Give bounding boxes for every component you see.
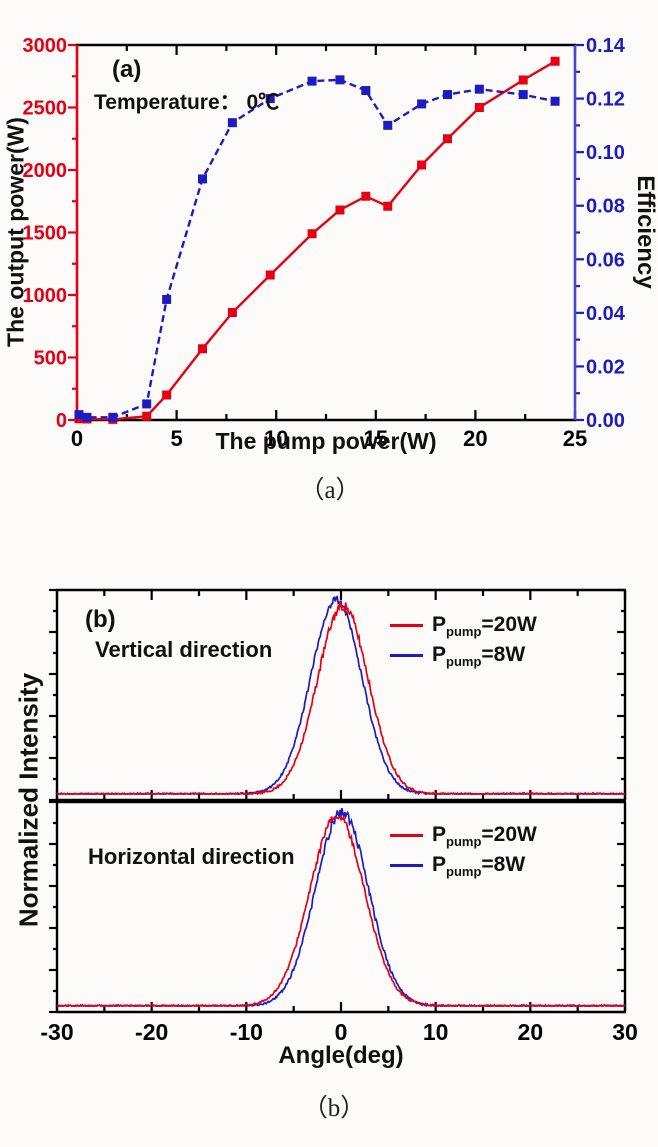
- panel-b-label: (b): [85, 606, 116, 633]
- beam-profile-chart: -30 -20 -10 0 10 20 30: [40, 588, 638, 1045]
- svg-text:0.02: 0.02: [586, 356, 625, 378]
- svg-text:15: 15: [364, 426, 388, 451]
- svg-text:0.00: 0.00: [586, 410, 625, 432]
- legend-line-8w: [390, 653, 423, 657]
- b-x-axis-title: Angle(deg): [278, 1042, 404, 1069]
- svg-text:0.08: 0.08: [586, 196, 625, 218]
- output-power-efficiency-chart: 0 5 10 15 20 25 0 500 1000 1500 2000 2500 3000 0.00 0.…: [23, 35, 626, 451]
- legend-line-8w: [390, 863, 423, 867]
- svg-text:0: 0: [335, 1019, 348, 1045]
- legend-line-20w: [390, 833, 423, 837]
- svg-text:20: 20: [518, 1019, 544, 1045]
- svg-text:1000: 1000: [23, 285, 68, 307]
- svg-text:0: 0: [71, 426, 83, 451]
- b-y-axis-title: Normalized Intensity: [13, 672, 44, 928]
- svg-text:0.10: 0.10: [586, 142, 625, 164]
- legend-text-8w: Ppump=8W: [432, 643, 526, 669]
- svg-text:1500: 1500: [23, 223, 68, 245]
- vertical-direction-label: Vertical direction: [95, 637, 273, 662]
- svg-text:10: 10: [264, 426, 288, 451]
- a-left-axis-title: The output power(W): [2, 117, 29, 347]
- legend-line-20w: [390, 623, 423, 627]
- panel-a-label: (a): [112, 56, 142, 83]
- svg-text:0.04: 0.04: [586, 303, 626, 325]
- svg-text:500: 500: [34, 348, 67, 370]
- figure-a-caption: （a）: [299, 477, 361, 504]
- svg-text:0.12: 0.12: [586, 89, 625, 111]
- svg-text:0.06: 0.06: [586, 249, 625, 271]
- legend-entry-8w: Ppump=8W: [390, 850, 537, 880]
- svg-text:3000: 3000: [23, 35, 68, 57]
- legend-text-20w: Ppump=20W: [432, 613, 537, 639]
- temperature-annotation: Temperature： 0℃: [94, 91, 280, 114]
- a-x-axis-title: The pump power(W): [215, 428, 437, 454]
- figure-b-caption: （b）: [302, 1095, 366, 1122]
- svg-text:5: 5: [170, 426, 182, 451]
- svg-text:30: 30: [612, 1019, 638, 1045]
- legend-entry-8w: Ppump=8W: [390, 640, 537, 670]
- legend-vertical-panel: Ppump=20W Ppump=8W: [390, 610, 537, 670]
- svg-text:0: 0: [56, 410, 67, 432]
- legend-entry-20w: Ppump=20W: [390, 610, 537, 640]
- svg-text:20: 20: [463, 426, 487, 451]
- svg-text:2000: 2000: [23, 160, 68, 182]
- svg-text:-10: -10: [230, 1019, 263, 1045]
- svg-text:-20: -20: [135, 1019, 168, 1045]
- svg-text:10: 10: [423, 1019, 449, 1045]
- legend-entry-20w: Ppump=20W: [390, 820, 537, 850]
- svg-text:2500: 2500: [23, 98, 68, 120]
- legend-horizontal-panel: Ppump=20W Ppump=8W: [390, 820, 537, 880]
- svg-text:0.14: 0.14: [586, 35, 626, 57]
- legend-text-20w: Ppump=20W: [432, 823, 537, 849]
- svg-text:25: 25: [563, 426, 587, 451]
- horizontal-direction-label: Horizontal direction: [88, 844, 295, 869]
- svg-text:-30: -30: [40, 1019, 73, 1045]
- legend-text-8w: Ppump=8W: [432, 853, 526, 879]
- a-right-axis-title: Efficiency: [632, 175, 658, 289]
